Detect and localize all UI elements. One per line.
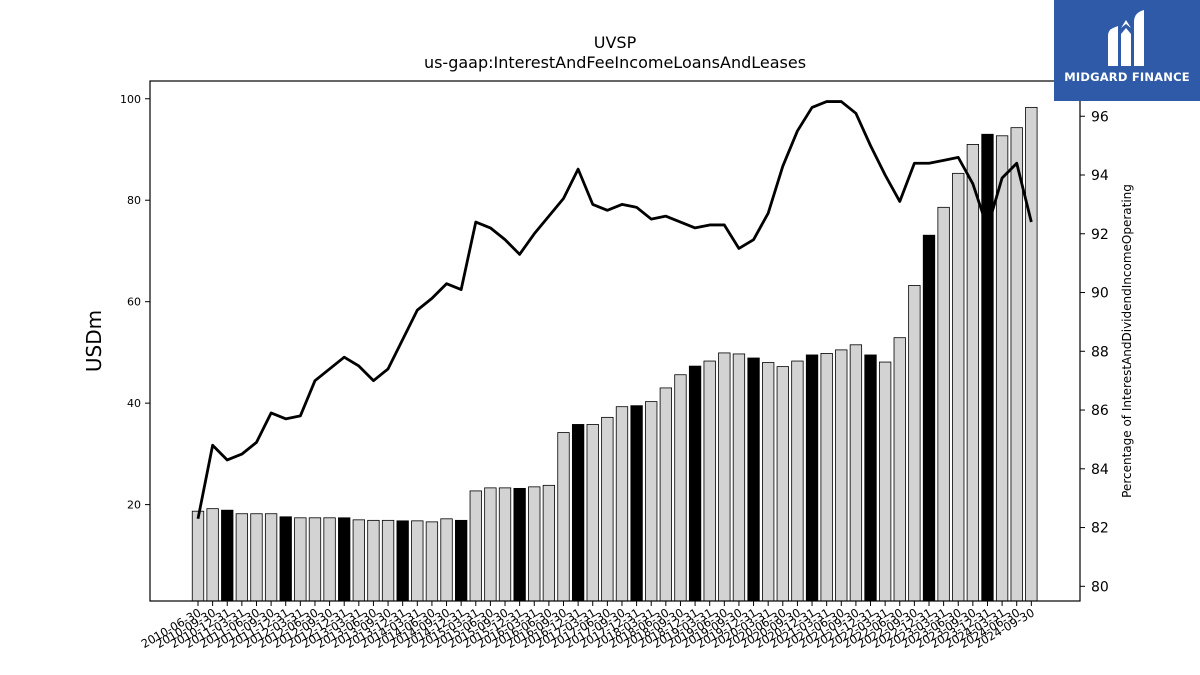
y2-axis-label: Percentage of InterestAndDividendIncomeO… bbox=[1120, 184, 1134, 498]
logo-mark-icon bbox=[1108, 10, 1144, 66]
y-tick-label: 80 bbox=[127, 194, 141, 207]
plot-frame bbox=[149, 80, 1081, 602]
y2-tick-label: 82 bbox=[1091, 521, 1109, 537]
line-series bbox=[196, 100, 1033, 520]
bar bbox=[688, 365, 702, 602]
y-tick-label: 40 bbox=[127, 397, 141, 410]
bar bbox=[674, 374, 687, 602]
bar bbox=[264, 513, 278, 602]
y-tick-label: 100 bbox=[120, 93, 141, 106]
bar bbox=[805, 354, 819, 602]
bar bbox=[645, 401, 658, 602]
bar bbox=[659, 387, 672, 602]
y2-tick-label: 94 bbox=[1091, 168, 1109, 184]
bar-series bbox=[191, 106, 1038, 602]
bar bbox=[937, 206, 950, 602]
bar bbox=[411, 520, 424, 602]
bar bbox=[732, 353, 746, 602]
bar bbox=[498, 487, 512, 602]
y2-tick-label: 90 bbox=[1091, 286, 1109, 302]
bar bbox=[952, 172, 965, 602]
brand-logo: MIDGARD FINANCE bbox=[1054, 0, 1200, 101]
bar bbox=[586, 424, 599, 602]
axes: 204060801008082848688909294962010-06-302… bbox=[120, 93, 1109, 651]
y2-tick-label: 80 bbox=[1091, 579, 1109, 595]
y2-tick-label: 92 bbox=[1091, 227, 1109, 243]
y2-tick-label: 86 bbox=[1091, 403, 1109, 419]
bar bbox=[440, 518, 453, 602]
bar bbox=[747, 357, 760, 602]
y2-tick-label: 96 bbox=[1091, 109, 1109, 125]
bar bbox=[206, 508, 219, 602]
bar bbox=[776, 366, 789, 602]
bar bbox=[864, 354, 877, 602]
bar bbox=[718, 352, 731, 602]
bar bbox=[1010, 127, 1023, 602]
bar bbox=[820, 353, 833, 602]
bar bbox=[469, 490, 482, 602]
bar bbox=[308, 517, 322, 602]
bar bbox=[878, 361, 892, 602]
bar bbox=[791, 360, 804, 602]
bar bbox=[381, 519, 395, 602]
bar bbox=[367, 519, 380, 602]
bar bbox=[294, 517, 307, 602]
bar bbox=[513, 487, 526, 602]
bar bbox=[455, 519, 468, 602]
bar bbox=[835, 349, 848, 602]
bar bbox=[762, 362, 775, 602]
bar bbox=[542, 484, 556, 602]
ratio-line bbox=[196, 100, 1033, 520]
bar bbox=[279, 516, 292, 602]
y-axis-label: USDm bbox=[82, 310, 106, 372]
bar bbox=[849, 344, 863, 602]
bar bbox=[528, 486, 541, 602]
bar bbox=[981, 133, 994, 602]
y2-tick-label: 84 bbox=[1091, 462, 1109, 478]
bar bbox=[191, 510, 205, 602]
bar bbox=[250, 513, 263, 602]
bar bbox=[908, 285, 921, 602]
bar bbox=[557, 432, 570, 602]
bar bbox=[995, 135, 1009, 602]
y-tick-label: 60 bbox=[127, 296, 141, 309]
bar bbox=[893, 337, 906, 602]
bar bbox=[1025, 106, 1038, 602]
bar bbox=[630, 405, 643, 602]
bar bbox=[323, 517, 336, 602]
bar bbox=[966, 144, 980, 602]
bar bbox=[396, 520, 409, 602]
logo-text: MIDGARD FINANCE bbox=[1064, 70, 1190, 84]
bar bbox=[601, 416, 614, 602]
bar bbox=[703, 360, 716, 602]
y2-tick-label: 88 bbox=[1091, 344, 1109, 360]
bar bbox=[484, 487, 497, 602]
chart-title: UVSP bbox=[594, 33, 637, 52]
bar bbox=[615, 406, 629, 602]
y-tick-label: 20 bbox=[127, 499, 141, 512]
chart-subtitle: us-gaap:InterestAndFeeIncomeLoansAndLeas… bbox=[424, 53, 806, 72]
bar bbox=[235, 513, 249, 602]
bar bbox=[338, 517, 351, 602]
bar bbox=[425, 521, 439, 602]
bar bbox=[352, 519, 365, 602]
bar bbox=[922, 234, 936, 602]
bar bbox=[221, 509, 234, 602]
bar bbox=[571, 424, 585, 602]
